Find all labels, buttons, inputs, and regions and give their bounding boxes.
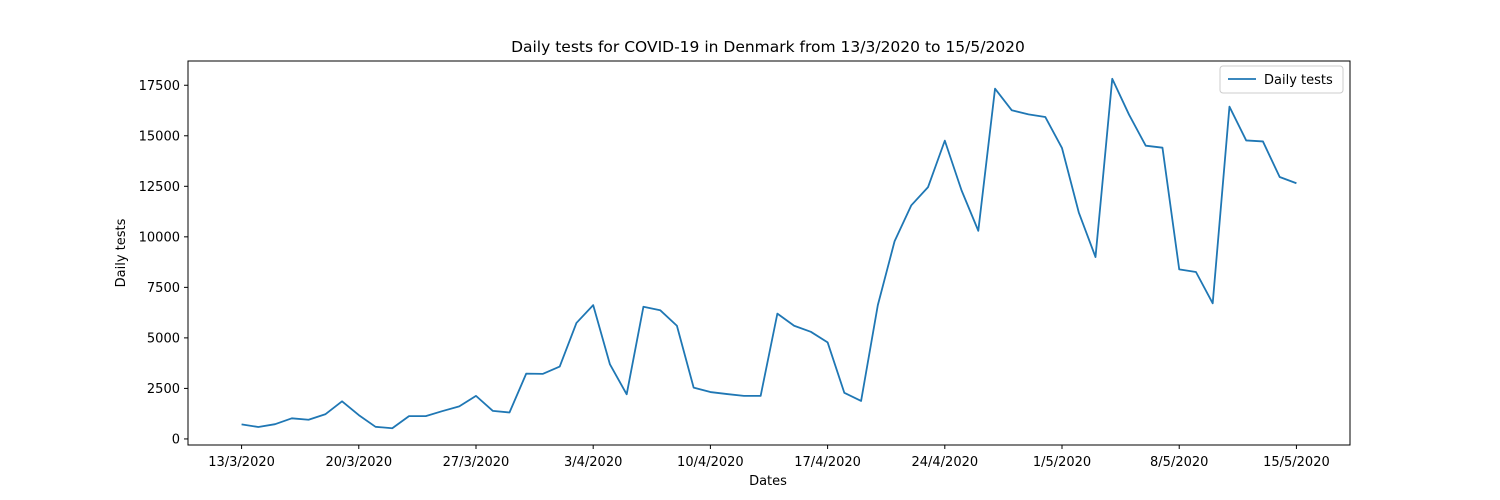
legend-box [1219, 65, 1344, 94]
data-point [1194, 270, 1198, 274]
data-point [943, 139, 947, 143]
data-point [725, 392, 729, 396]
data-point [658, 308, 662, 312]
data-point [1043, 115, 1047, 119]
x-tick-label: 17/4/2020 [794, 455, 861, 470]
y-axis-ticks: 0 2500 5000 7500 10000 12500 15000 17500 [139, 79, 188, 447]
data-point [608, 362, 612, 366]
y-tick-label: 10000 [139, 230, 180, 245]
data-point [1110, 77, 1114, 81]
data-point [424, 414, 428, 418]
data-point [507, 410, 511, 414]
x-tick-label: 10/4/2020 [677, 455, 744, 470]
data-point [491, 409, 495, 413]
data-point [1127, 113, 1131, 117]
data-point [323, 412, 327, 416]
data-point [641, 305, 645, 309]
chart-title: Daily tests for COVID-19 in Denmark from… [511, 38, 1025, 56]
data-point [993, 87, 997, 91]
data-point [1027, 112, 1031, 116]
y-tick-label: 15000 [139, 129, 180, 144]
data-point [390, 426, 394, 430]
data-point [826, 340, 830, 344]
data-point [441, 409, 445, 413]
data-point [1211, 301, 1215, 305]
data-point [307, 418, 311, 422]
data-point [759, 394, 763, 398]
data-point [558, 365, 562, 369]
y-axis-label: Daily tests [114, 218, 129, 287]
data-point [775, 312, 779, 316]
data-point [809, 330, 813, 334]
data-point [256, 425, 260, 429]
x-axis-label: Dates [749, 474, 787, 489]
plot-frame [187, 60, 1351, 446]
x-tick-label: 15/5/2020 [1263, 455, 1330, 470]
data-point [1278, 175, 1282, 179]
x-tick-label: 1/5/2020 [1033, 455, 1091, 470]
data-point [842, 391, 846, 395]
data-point [541, 372, 545, 376]
data-point [1227, 105, 1231, 109]
x-tick-label: 3/4/2020 [564, 455, 622, 470]
data-point [893, 239, 897, 243]
data-point [357, 413, 361, 417]
data-point [926, 185, 930, 189]
x-tick-label: 24/4/2020 [911, 455, 978, 470]
data-point [1160, 146, 1164, 150]
legend-label-daily-tests: Daily tests [1264, 73, 1333, 88]
x-axis-ticks: 13/3/2020 20/3/2020 27/3/2020 3/4/2020 10/4/… [208, 445, 1330, 470]
data-point [625, 392, 629, 396]
plot-area [187, 60, 1351, 446]
data-point [474, 394, 478, 398]
y-tick-label: 12500 [139, 180, 180, 195]
data-point [1144, 144, 1148, 148]
x-tick-label: 8/5/2020 [1150, 455, 1208, 470]
data-point [240, 422, 244, 426]
data-point [742, 394, 746, 398]
data-point [1077, 210, 1081, 214]
x-tick-label: 20/3/2020 [325, 455, 392, 470]
series-line-daily-tests [241, 77, 1297, 430]
data-point [859, 399, 863, 403]
x-tick-label: 13/3/2020 [208, 455, 275, 470]
legend: Daily tests [1219, 65, 1344, 94]
data-point [960, 188, 964, 192]
data-point [1294, 181, 1298, 185]
data-point [273, 422, 277, 426]
data-point [591, 303, 595, 307]
data-point [876, 303, 880, 307]
data-point [1094, 255, 1098, 259]
y-tick-label: 2500 [147, 382, 180, 397]
data-point [524, 372, 528, 376]
data-point [692, 386, 696, 390]
y-tick-label: 7500 [147, 281, 180, 296]
y-tick-label: 5000 [147, 331, 180, 346]
data-point [792, 324, 796, 328]
data-point [675, 324, 679, 328]
data-point [407, 414, 411, 418]
y-tick-label: 0 [172, 432, 180, 447]
data-point [708, 390, 712, 394]
data-point [1010, 108, 1014, 112]
x-tick-label: 27/3/2020 [443, 455, 510, 470]
data-point [1261, 139, 1265, 143]
data-point [1244, 138, 1248, 142]
y-tick-label: 17500 [139, 79, 180, 94]
data-point [457, 404, 461, 408]
data-point [574, 321, 578, 325]
data-point [1177, 267, 1181, 271]
data-point [1060, 146, 1064, 150]
data-point [909, 203, 913, 207]
data-point [340, 399, 344, 403]
data-point [290, 416, 294, 420]
data-point [976, 229, 980, 233]
data-point [374, 425, 378, 429]
